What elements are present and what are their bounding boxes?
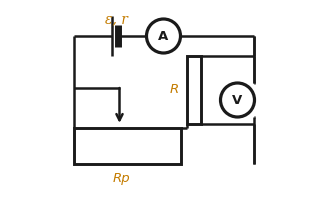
Text: A: A xyxy=(158,29,169,43)
Text: R: R xyxy=(169,83,179,96)
Circle shape xyxy=(146,19,181,53)
Bar xyxy=(186,56,200,124)
Text: ε, r: ε, r xyxy=(105,12,128,26)
Bar xyxy=(74,128,181,164)
Circle shape xyxy=(220,83,254,117)
Text: Rp: Rp xyxy=(112,172,130,185)
Text: V: V xyxy=(232,94,243,106)
